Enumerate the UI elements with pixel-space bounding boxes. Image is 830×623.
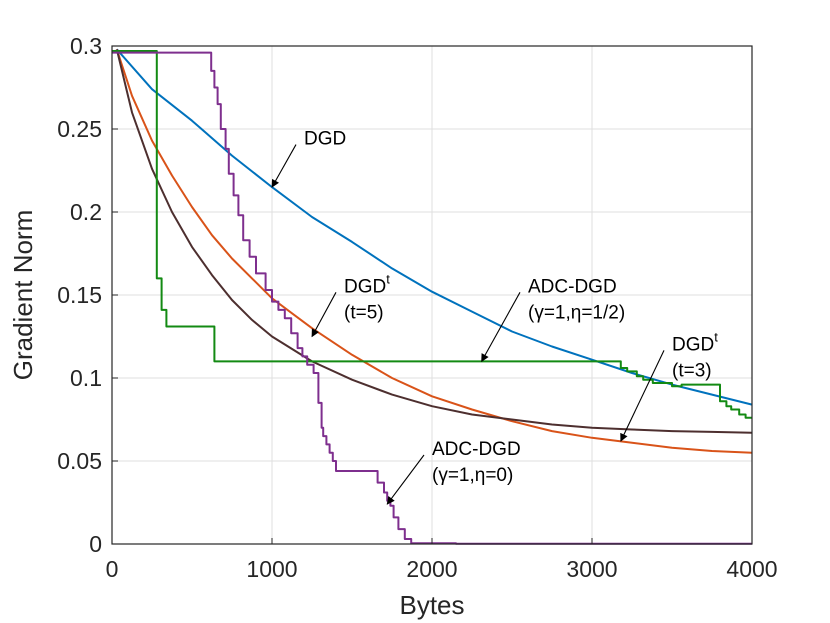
annotation-adc_half: ADC-DGD (γ=1,η=1/2) (481, 276, 625, 363)
annotation-text: ADC-DGD (432, 439, 521, 460)
annotation-dgdt3: DGDt (t=3) (620, 329, 718, 442)
annotation-adc_zero: ADC-DGD (γ=1,η=0) (386, 439, 521, 505)
y-axis-label: Gradient Norm (8, 210, 38, 381)
annotation-text: (γ=1,η=1/2) (528, 302, 625, 323)
series-line-dgd-t-t-5 (115, 49, 753, 434)
annotation-dgd: DGD (271, 129, 346, 188)
annotation-arrow (620, 350, 665, 442)
x-tick-label: 4000 (726, 556, 777, 582)
annotation-dgdt5: DGDt (t=5) (311, 271, 390, 338)
annotation-arrow (481, 292, 521, 363)
annotation-text: DGDt (344, 271, 390, 297)
x-axis-label: Bytes (399, 590, 464, 620)
y-tick-label: 0.3 (70, 33, 102, 59)
x-tick-label: 1000 (246, 556, 297, 582)
annotation-text: (γ=1,η=0) (432, 465, 513, 486)
series-line-dgd-t-t-3 (115, 48, 753, 454)
y-tick-label: 0.25 (57, 116, 102, 142)
x-tick-label: 0 (106, 556, 119, 582)
y-tick-label: 0 (89, 531, 102, 557)
x-tick-label: 3000 (566, 556, 617, 582)
y-tick-label: 0.1 (70, 365, 102, 391)
y-tick-label: 0.15 (57, 282, 102, 308)
annotation-text: (t=5) (344, 302, 384, 323)
x-tick-label: 2000 (406, 556, 457, 582)
annotation-text: DGDt (672, 329, 718, 355)
annotations: DGD DGDt (t=5) ADC-DGD (γ=1,η=1/2) DGDt (t=3) A… (271, 129, 718, 505)
series-line-adc-dgd-1-1-2 (112, 50, 752, 419)
annotation-text: ADC-DGD (528, 276, 617, 297)
annotation-text: DGD (304, 129, 346, 150)
y-tick-label: 0.05 (57, 448, 102, 474)
series-lines (112, 48, 753, 545)
annotation-arrow (271, 144, 297, 188)
y-tick-label: 0.2 (70, 199, 102, 225)
series-line-dgd (116, 48, 753, 406)
annotation-arrow (386, 454, 425, 505)
annotation-arrow (311, 292, 337, 338)
axis-ticks: 0 1000 2000 3000 4000 0 0.05 0.1 0.15 0.2 0.25 0.3 (57, 33, 777, 582)
annotation-text: (t=3) (672, 360, 712, 381)
